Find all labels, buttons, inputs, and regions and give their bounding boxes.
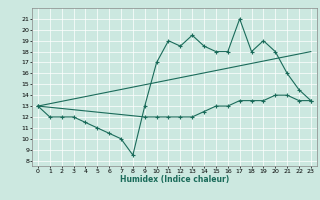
- X-axis label: Humidex (Indice chaleur): Humidex (Indice chaleur): [120, 175, 229, 184]
